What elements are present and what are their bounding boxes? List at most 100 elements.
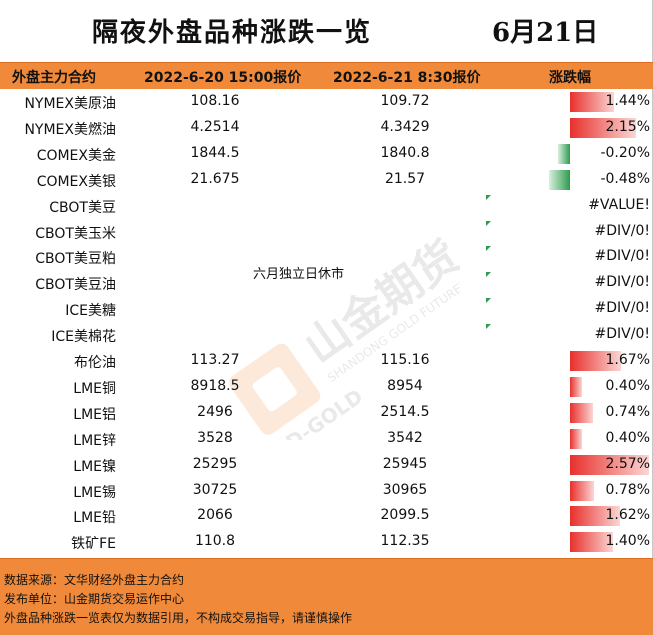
error-marker [486,220,491,226]
change-pct: 1.44% [605,93,650,109]
change-pct: #DIV/0! [594,248,650,265]
header-change: 涨跌幅 [549,70,591,86]
contract-name: COMEX美金 [36,147,116,164]
prev-price: 2066 [197,507,233,524]
change-pct: -0.20% [600,144,650,161]
prev-price: 3528 [197,429,233,446]
curr-price: 115.16 [380,352,430,368]
table-row: ICE美棉花 #DIV/0! [0,322,653,348]
change-pct: 0.40% [605,377,650,394]
change-bar [570,532,614,553]
contract-name: NYMEX美原油 [24,96,116,112]
footer-publisher: 发布单位：山金期货交易运作中心 [4,592,185,606]
curr-price: 112.35 [380,533,430,550]
table-row: NYMEX美原油 108.16 109.72 1.44% [0,89,653,115]
table-row: 布伦油 113.27 115.16 1.67% [0,348,653,374]
contract-name: LME铜 [73,380,116,397]
change-pct: #VALUE! [588,196,650,213]
table-row: LME锡 30725 30965 0.78% [0,478,653,504]
error-marker [486,194,491,200]
table-row: LME镍 25295 25945 2.57% [0,452,653,478]
change-pct: #DIV/0! [594,274,650,291]
table-row: LME铅 2066 2099.5 1.62% [0,503,653,529]
contract-name: ICE美糖 [65,303,116,320]
change-pct: 1.40% [605,533,650,550]
curr-price: 3542 [387,429,423,446]
table-row: LME铝 2496 2514.5 0.74% [0,400,653,426]
contract-name: LME锌 [73,432,116,449]
curr-price: 2514.5 [380,403,430,420]
contract-name: LME锡 [73,484,116,501]
curr-price: 4.3429 [380,118,430,135]
curr-price: 1840.8 [380,144,430,161]
page-title: 隔夜外盘品种涨跌一览 [92,18,373,48]
table-row: CBOT美玉米 #DIV/0! [0,219,653,245]
curr-price: 21.57 [384,170,426,187]
contract-name: CBOT美玉米 [35,225,116,242]
change-pct: 0.78% [605,481,650,498]
title-bar: 隔夜外盘品种涨跌一览 6月21日 [0,0,653,62]
report-date: 6月21日 [492,18,599,48]
change-pct: 2.57% [605,455,650,472]
table-row: ICE美糖 #DIV/0! [0,296,653,322]
error-marker [486,298,491,304]
table-header: 外盘主力合约 2022-6-20 15:00报价 2022-6-21 8:30报… [0,62,653,89]
error-marker [486,324,491,330]
contract-name: COMEX美银 [36,173,116,190]
change-bar [570,376,583,397]
prev-price: 30725 [192,481,238,498]
contract-name: LME铝 [73,406,116,423]
change-pct: #DIV/0! [594,326,650,343]
table-row: CBOT美豆粕 #DIV/0! [0,244,653,270]
error-marker [486,272,491,278]
change-bar [570,351,622,371]
contract-name: NYMEX美燃油 [24,121,116,138]
change-pct: #DIV/0! [594,222,650,239]
holiday-note: 六月独立日休市 [253,267,345,282]
contract-name: 铁矿FE [71,536,116,553]
change-bar [570,428,583,449]
change-pct: -0.48% [600,170,650,187]
prev-price: 25295 [192,455,238,472]
table-row: COMEX美金 1844.5 1840.8 -0.20% [0,141,653,167]
change-pct: 1.62% [605,507,650,524]
table-row: CBOT美豆油 #DIV/0! [0,270,653,296]
prev-price: 2496 [197,403,233,420]
change-pct: 0.40% [605,429,650,446]
change-bar [570,92,615,112]
table-row: NYMEX美燃油 4.2514 4.3429 2.15% [0,115,653,141]
footer-source: 数据来源：文华财经外盘主力合约 [4,573,185,587]
curr-price: 2099.5 [380,507,430,524]
curr-price: 109.72 [380,93,430,109]
contract-name: 布伦油 [74,355,116,371]
footer-disclaimer: 外盘品种涨跌一览表仅为数据引用，不构成交易指导，请谨慎操作 [4,611,353,625]
curr-price: 30965 [382,481,428,498]
change-pct: 1.67% [605,352,650,368]
change-pct: 0.74% [605,403,650,420]
change-bar [570,480,594,501]
change-pct: #DIV/0! [594,300,650,317]
contract-name: LME铅 [73,510,116,527]
prev-price: 1844.5 [190,144,240,161]
table-row: 铁矿FE 110.8 112.35 1.40% [0,529,653,555]
curr-price: 8954 [387,377,423,394]
change-bar [549,169,570,190]
change-bar [557,143,570,164]
table-row: CBOT美豆 #VALUE! [0,193,653,219]
contract-name: ICE美棉花 [51,329,116,346]
contract-name: CBOT美豆油 [35,277,116,294]
contract-name: LME镍 [73,458,116,475]
change-bar [570,117,637,138]
curr-price: 25945 [382,455,428,472]
header-curr-price: 2022-6-21 8:30报价 [333,70,481,86]
prev-price: 4.2514 [190,118,240,135]
prev-price: 8918.5 [190,377,240,394]
table-row: COMEX美银 21.675 21.57 -0.48% [0,167,653,193]
header-contract: 外盘主力合约 [12,70,96,86]
prev-price: 108.16 [190,93,240,109]
footer: 数据来源：文华财经外盘主力合约 发布单位：山金期货交易运作中心 外盘品种涨跌一览… [0,558,653,635]
error-marker [486,246,491,252]
prev-price: 21.675 [190,170,240,187]
table-row: LME锌 3528 3542 0.40% [0,426,653,452]
